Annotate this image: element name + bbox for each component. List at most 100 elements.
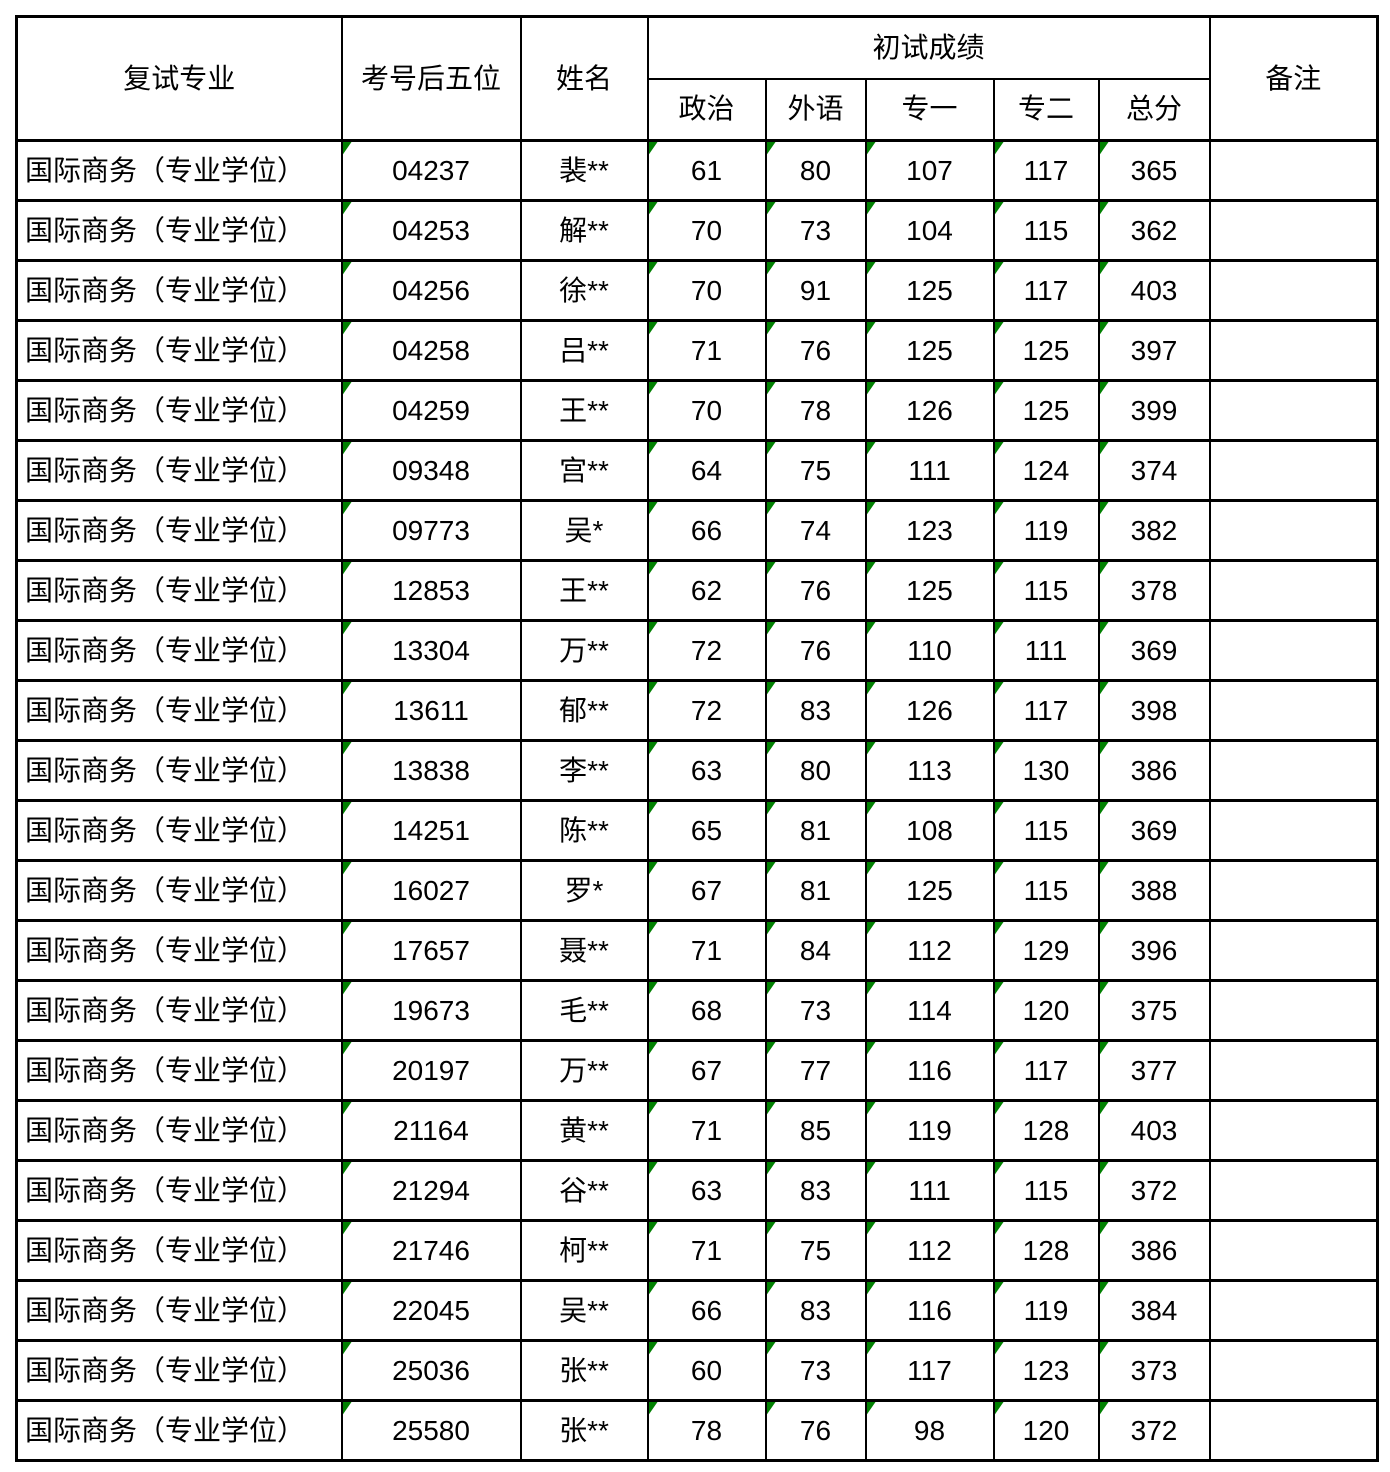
cell-total: 378 xyxy=(1097,559,1211,622)
politics-score-value: 71 xyxy=(690,1234,723,1266)
specialty-1-score-value: 117 xyxy=(907,1354,952,1386)
cell-specialty-2: 120 xyxy=(992,1399,1100,1462)
cell-remarks xyxy=(1208,499,1379,562)
cell-total: 388 xyxy=(1097,859,1211,922)
cell-foreign-language: 76 xyxy=(764,619,867,682)
cell-exam-no: 19673 xyxy=(340,979,522,1042)
cell-remarks xyxy=(1208,739,1379,802)
number-as-text-indicator-icon xyxy=(1100,863,1109,875)
number-as-text-indicator-icon xyxy=(995,443,1004,455)
cell-specialty-1: 111 xyxy=(864,439,995,502)
total-score-value: 403 xyxy=(1130,274,1178,306)
specialty-1-score-value: 116 xyxy=(907,1294,952,1326)
cell-exam-no: 21164 xyxy=(340,1099,522,1162)
number-as-text-indicator-icon xyxy=(767,983,776,995)
cell-specialty-2: 115 xyxy=(992,859,1100,922)
number-as-text-indicator-icon xyxy=(1100,203,1109,215)
number-as-text-indicator-icon xyxy=(649,203,658,215)
name-value: 徐** xyxy=(559,274,609,306)
cell-name: 黄** xyxy=(519,1099,649,1162)
review-major-value: 国际商务（专业学位） xyxy=(25,214,306,246)
cell-specialty-2: 117 xyxy=(992,259,1100,322)
specialty-2-score-value: 120 xyxy=(1022,1414,1070,1446)
total-score-value: 388 xyxy=(1130,874,1178,906)
number-as-text-indicator-icon xyxy=(767,743,776,755)
cell-exam-no: 04258 xyxy=(340,319,522,382)
cell-specialty-1: 107 xyxy=(864,139,995,202)
review-major-value: 国际商务（专业学位） xyxy=(25,574,306,606)
number-as-text-indicator-icon xyxy=(767,263,776,275)
cell-specialty-2: 129 xyxy=(992,919,1100,982)
cell-specialty-2: 115 xyxy=(992,799,1100,862)
cell-specialty-1: 98 xyxy=(864,1399,995,1462)
exam-no-value: 04258 xyxy=(392,334,470,366)
cell-total: 373 xyxy=(1097,1339,1211,1402)
foreign-language-score-value: 74 xyxy=(799,514,832,546)
cell-exam-no: 09348 xyxy=(340,439,522,502)
specialty-2-score-value: 115 xyxy=(1023,574,1069,606)
cell-review-major: 国际商务（专业学位） xyxy=(15,199,343,262)
number-as-text-indicator-icon xyxy=(867,1283,876,1295)
cell-specialty-2: 115 xyxy=(992,559,1100,622)
number-as-text-indicator-icon xyxy=(867,263,876,275)
foreign-language-score-value: 76 xyxy=(799,634,832,666)
specialty-1-score-value: 123 xyxy=(906,514,953,546)
cell-total: 384 xyxy=(1097,1279,1211,1342)
cell-remarks xyxy=(1208,799,1379,862)
total-score-value: 369 xyxy=(1130,634,1178,666)
number-as-text-indicator-icon xyxy=(995,203,1004,215)
cell-name: 吴* xyxy=(519,499,649,562)
specialty-1-score-value: 126 xyxy=(906,394,953,426)
number-as-text-indicator-icon xyxy=(343,743,352,755)
specialty-2-score-value: 117 xyxy=(1023,1054,1069,1086)
cell-specialty-2: 124 xyxy=(992,439,1100,502)
exam-no-value: 04256 xyxy=(392,274,470,306)
specialty-1-score-value: 125 xyxy=(906,274,953,306)
table-row: 国际商务（专业学位） 25580 张** 78 76 98 120 372 xyxy=(15,1399,1379,1462)
number-as-text-indicator-icon xyxy=(995,1163,1004,1175)
table-row: 国际商务（专业学位） 13611 郁** 72 83 126 117 398 xyxy=(15,679,1379,742)
number-as-text-indicator-icon xyxy=(767,563,776,575)
number-as-text-indicator-icon xyxy=(867,1343,876,1355)
number-as-text-indicator-icon xyxy=(649,1163,658,1175)
cell-specialty-1: 112 xyxy=(864,919,995,982)
politics-score-value: 70 xyxy=(690,274,723,306)
foreign-language-score-value: 77 xyxy=(799,1054,832,1086)
score-table-body: 国际商务（专业学位） 04237 裴** 61 80 107 117 365 国… xyxy=(15,139,1379,1462)
number-as-text-indicator-icon xyxy=(1100,923,1109,935)
header-specialty-1-label: 专一 xyxy=(901,93,958,125)
number-as-text-indicator-icon xyxy=(1100,683,1109,695)
cell-specialty-2: 125 xyxy=(992,379,1100,442)
total-score-value: 384 xyxy=(1130,1294,1178,1326)
header-row-sub: 政治 外语 专一 专二 总分 xyxy=(17,77,1378,142)
table-row: 国际商务（专业学位） 21294 谷** 63 83 111 115 372 xyxy=(15,1159,1379,1222)
specialty-1-score-value: 119 xyxy=(907,1114,952,1146)
exam-no-value: 21294 xyxy=(392,1174,470,1206)
cell-politics: 72 xyxy=(646,679,767,742)
foreign-language-score-value: 76 xyxy=(799,1414,832,1446)
number-as-text-indicator-icon xyxy=(649,323,658,335)
cell-politics: 64 xyxy=(646,439,767,502)
cell-foreign-language: 77 xyxy=(764,1039,867,1102)
header-row-top: 复试专业 考号后五位 姓名 初试成绩 备注 xyxy=(15,15,1379,142)
cell-remarks xyxy=(1208,379,1379,442)
cell-remarks xyxy=(1208,1339,1379,1402)
total-score-value: 386 xyxy=(1130,754,1178,786)
table-row: 国际商务（专业学位） 16027 罗* 67 81 125 115 388 xyxy=(15,859,1379,922)
exam-no-value: 14251 xyxy=(392,814,470,846)
politics-score-value: 71 xyxy=(690,334,723,366)
cell-review-major: 国际商务（专业学位） xyxy=(15,979,343,1042)
cell-specialty-2: 117 xyxy=(992,1039,1100,1102)
number-as-text-indicator-icon xyxy=(1100,1403,1109,1415)
header-foreign-language: 外语 xyxy=(764,77,867,142)
foreign-language-score-value: 76 xyxy=(799,574,832,606)
name-value: 柯** xyxy=(559,1234,609,1266)
header-total: 总分 xyxy=(1097,77,1211,142)
number-as-text-indicator-icon xyxy=(995,1343,1004,1355)
cell-foreign-language: 80 xyxy=(764,139,867,202)
cell-name: 王** xyxy=(519,379,649,442)
cell-specialty-1: 116 xyxy=(864,1279,995,1342)
cell-name: 谷** xyxy=(519,1159,649,1222)
specialty-2-score-value: 125 xyxy=(1022,334,1070,366)
specialty-2-score-value: 119 xyxy=(1023,1294,1069,1326)
